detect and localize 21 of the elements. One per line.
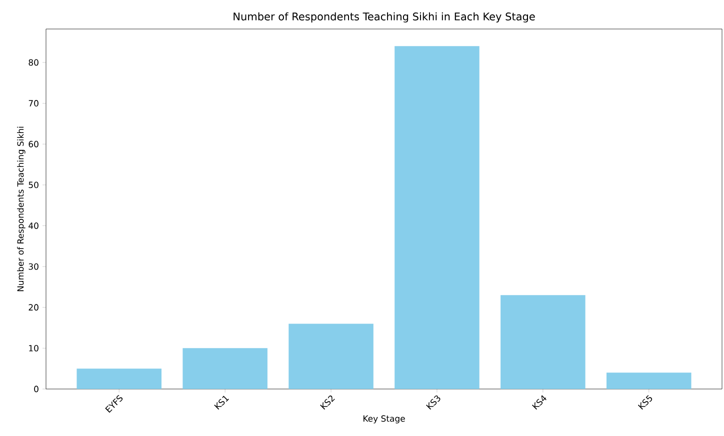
y-tick-label: 0: [34, 386, 38, 392]
y-tick-label: 20: [28, 304, 38, 311]
x-axis-title: Key Stage: [363, 415, 405, 424]
x-tick-label: KS3: [426, 395, 440, 410]
bar: [288, 324, 374, 389]
y-axis-title: Number of Respondents Teaching Sikhi: [17, 126, 26, 292]
y-tick-label: 70: [28, 100, 38, 106]
y-tick-label: 80: [28, 59, 38, 66]
bar: [394, 46, 480, 389]
y-tick-label: 60: [28, 140, 38, 148]
x-tick-label: KS1: [214, 396, 229, 410]
y-tick-label: 30: [28, 263, 38, 270]
bar: [606, 372, 692, 389]
y-tick-label: 10: [29, 344, 38, 352]
bar: [182, 348, 268, 389]
y-tick-label: 50: [28, 182, 38, 188]
chart-title: Number of Respondents Teaching Sikhi in Each Key Stage: [234, 12, 535, 22]
bar: [500, 295, 586, 389]
y-tick-label: 40: [28, 222, 38, 229]
bar: [76, 368, 162, 389]
x-tick-label: KS2: [320, 396, 335, 410]
